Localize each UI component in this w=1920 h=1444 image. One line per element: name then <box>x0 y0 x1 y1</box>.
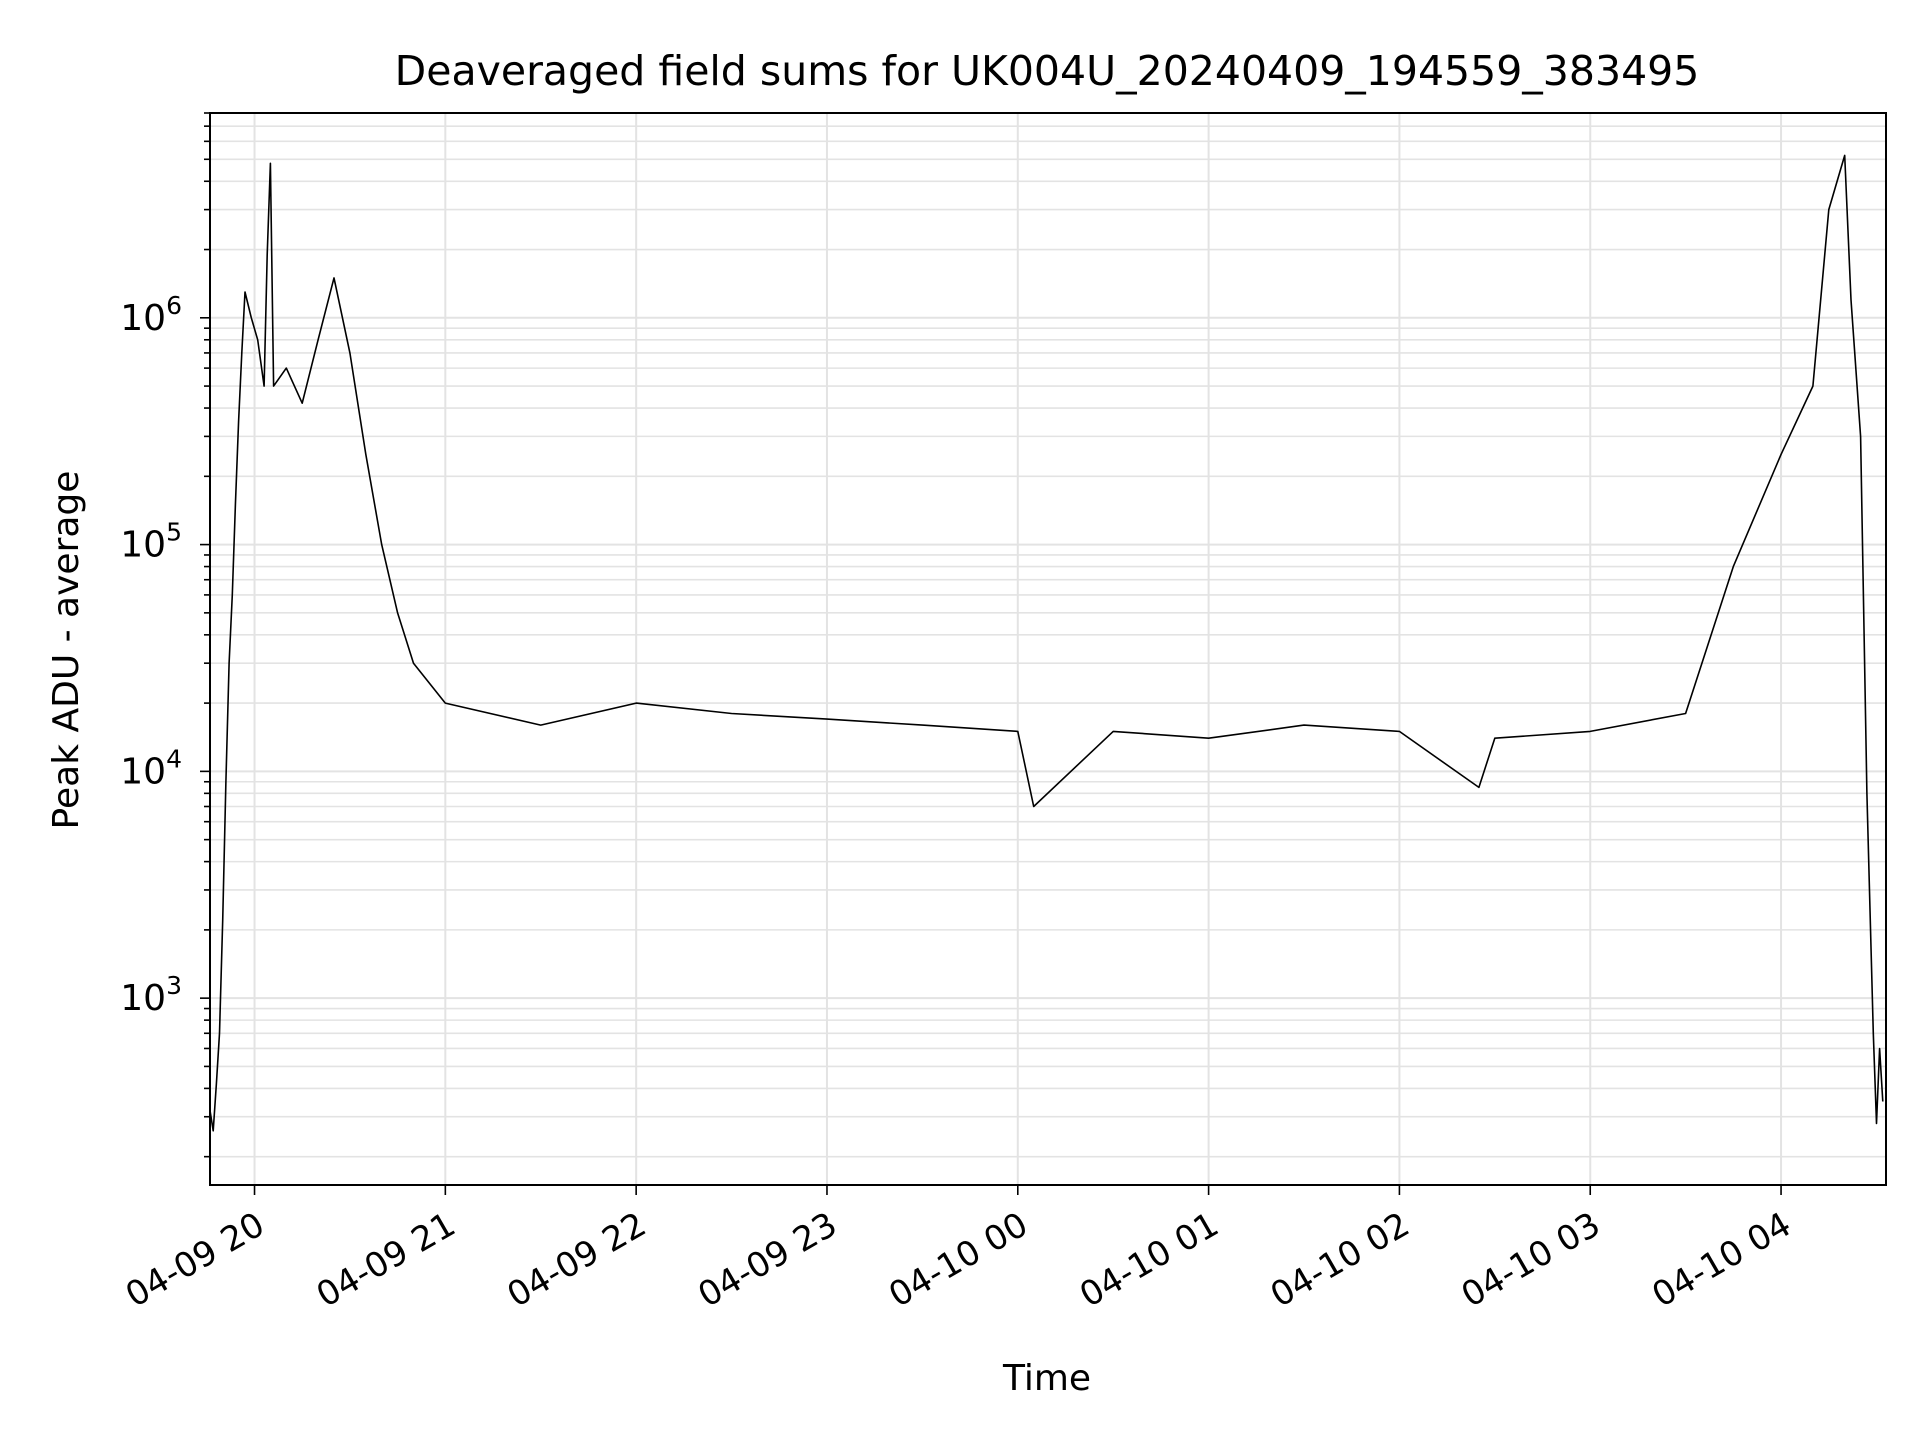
y-tick-label-exponent: 4 <box>166 744 182 773</box>
y-tick-label: 104 <box>120 744 182 792</box>
y-tick-label: 106 <box>120 291 182 339</box>
series-line <box>209 154 1884 1132</box>
plot-frame <box>209 112 1887 1186</box>
y-tick-label: 105 <box>120 518 182 566</box>
grid <box>210 112 1886 1185</box>
chart-title: Deaveraged field sums for UK004U_2024040… <box>395 47 1700 95</box>
series-layer <box>209 154 1884 1132</box>
y-tick-label-exponent: 6 <box>166 291 182 320</box>
y-tick-label-exponent: 3 <box>166 971 182 1000</box>
y-tick-label: 103 <box>120 971 182 1019</box>
x-axis-label: Time <box>1002 1358 1091 1399</box>
y-axis-label: Peak ADU - average <box>46 471 87 830</box>
y-tick-label-base: 10 <box>120 751 166 792</box>
y-tick-label-exponent: 5 <box>166 518 182 547</box>
y-tick-label-base: 10 <box>120 298 166 339</box>
y-tick-label-base: 10 <box>120 978 166 1019</box>
y-tick-label-base: 10 <box>120 525 166 566</box>
